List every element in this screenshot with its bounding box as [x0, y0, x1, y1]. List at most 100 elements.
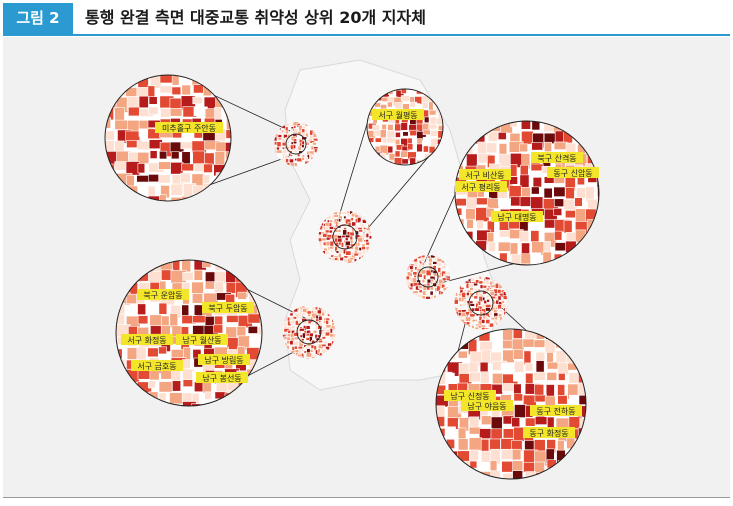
district-cell [259, 402, 262, 406]
district-cell [513, 373, 523, 382]
district-cell [425, 291, 430, 295]
district-cell [137, 163, 146, 174]
district-cell [321, 330, 326, 335]
district-cell [554, 262, 566, 265]
district-cell [259, 282, 262, 292]
district-cell [579, 329, 586, 337]
district-label-bg [547, 167, 599, 178]
district-cell [499, 309, 503, 313]
district-cell [432, 261, 438, 265]
district-label-bg [523, 427, 575, 438]
district-cell [226, 84, 231, 99]
district-cell [311, 306, 316, 311]
district-cell [114, 140, 125, 153]
district-cell [586, 264, 599, 265]
district-cell [543, 263, 560, 265]
district-cell [304, 145, 309, 149]
district-cell [171, 86, 182, 96]
district-cell [401, 158, 409, 165]
district-cell [333, 324, 336, 330]
district-label-bg [491, 211, 543, 222]
district-cell [305, 352, 312, 358]
district-cell [148, 96, 158, 105]
district-cell [314, 306, 319, 311]
district-cell [495, 322, 502, 329]
district-cell [576, 242, 586, 254]
district-cell [454, 299, 459, 305]
district-cell [531, 142, 544, 151]
district-cell [465, 321, 471, 326]
district-cell [420, 257, 425, 262]
district-cell [318, 339, 323, 343]
district-cell [276, 152, 282, 159]
district-cell [525, 417, 536, 427]
district-cell [136, 401, 147, 406]
district-cell [545, 384, 555, 398]
district-cell [553, 186, 566, 197]
district-cell [436, 384, 447, 395]
district-cell [578, 459, 586, 475]
district-cell [387, 145, 394, 154]
district-cell [309, 336, 313, 342]
district-cell [478, 276, 482, 280]
district-cell [544, 141, 552, 152]
district-cell [321, 336, 327, 340]
district-cell [148, 106, 159, 115]
district-cell [407, 137, 413, 145]
district-label: 북구 두암동 [208, 303, 247, 313]
district-cell [423, 145, 429, 153]
district-cell [498, 198, 508, 206]
district-cell [485, 279, 490, 285]
district-cell [283, 357, 289, 359]
district-cell [204, 391, 213, 400]
district-cell [306, 357, 310, 359]
district-cell [501, 319, 505, 325]
district-cell [105, 195, 111, 201]
district-cell [312, 142, 317, 146]
district-cell [180, 172, 191, 183]
district-cell [325, 240, 331, 247]
district-label: 남구 신정동 [450, 391, 489, 401]
district-cell [585, 240, 596, 251]
district-cell [579, 417, 586, 433]
district-cell [502, 295, 508, 300]
district-cell [524, 362, 534, 372]
district-cell [543, 187, 553, 199]
district-cell [203, 197, 214, 201]
district-cell [501, 460, 514, 473]
district-cell [578, 362, 586, 371]
district-cell [470, 277, 476, 282]
district-cell [169, 108, 183, 117]
district-cell [487, 241, 496, 252]
district-cell [158, 381, 173, 393]
district-cell [563, 220, 573, 234]
district-cell [577, 471, 586, 479]
district-cell [447, 470, 463, 479]
district-cell [236, 325, 247, 337]
district-cell [214, 75, 225, 85]
district-cell [106, 183, 120, 193]
district-cell [522, 338, 536, 348]
district-cell [415, 103, 421, 110]
district-cell [325, 319, 329, 325]
district-cell [441, 265, 447, 270]
district-cell [334, 257, 338, 261]
district-cell [417, 273, 423, 278]
district-cell [510, 164, 518, 177]
district-cell [182, 379, 193, 387]
district-cell [465, 131, 475, 147]
district-cell [289, 312, 294, 317]
district-cell [432, 273, 438, 277]
district-cell [557, 384, 566, 396]
district-cell [544, 395, 556, 406]
district-label: 서구 화정동 [127, 335, 166, 345]
district-cell [224, 142, 231, 155]
district-cell [466, 292, 470, 297]
district-cell [313, 345, 317, 351]
district-cell [546, 361, 560, 370]
district-cell [416, 151, 422, 161]
district-cell [214, 281, 224, 294]
district-cell [478, 280, 484, 285]
district-cell [523, 461, 536, 473]
district-cell [125, 293, 139, 304]
